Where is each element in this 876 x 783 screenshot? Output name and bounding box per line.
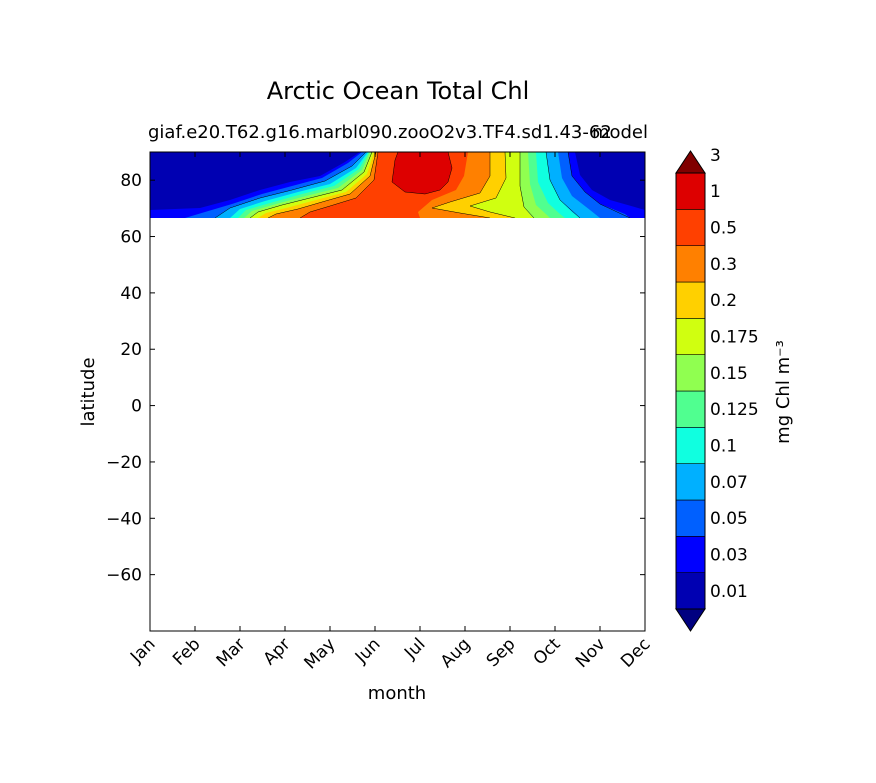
x-tick-label: Sep [483, 634, 520, 671]
colorbar-box [675, 536, 706, 573]
plot-background [150, 152, 645, 631]
chart-subtitle-right: model [592, 122, 648, 143]
y-tick-label: 60 [120, 228, 142, 248]
colorbar-tick-label: 0.01 [710, 582, 748, 602]
colorbar-tick-label: 0.05 [710, 509, 748, 529]
colorbar-box [675, 354, 706, 392]
x-axis-label: month [368, 683, 426, 704]
x-tick-label: May [301, 634, 340, 673]
colorbar-box [675, 318, 706, 355]
contour-field [150, 152, 645, 218]
y-tick-label: −40 [106, 509, 142, 529]
x-tick-label: Aug [437, 634, 475, 672]
colorbar-tick-label: 3 [710, 146, 721, 166]
x-tick-label: Feb [169, 634, 204, 669]
colorbar-box [675, 172, 706, 210]
y-tick-label: 0 [131, 397, 142, 417]
colorbar-box [675, 427, 706, 464]
contour-lines [214, 152, 631, 218]
y-axis: 80 60 40 20 0 −20 −40 −60 [106, 171, 645, 586]
colorbar-tick-label: 0.3 [710, 255, 737, 275]
colorbar-box [675, 390, 706, 428]
y-tick-label: 20 [120, 340, 142, 360]
x-tick-label: Apr [260, 634, 295, 669]
colorbar-extend-bottom [675, 608, 706, 632]
x-tick-label: Jun [351, 634, 385, 668]
x-tick-label: Dec [617, 634, 654, 671]
y-tick-label: −60 [106, 566, 142, 586]
colorbar-extend-top [675, 150, 706, 174]
colorbar-tick-label: 0.07 [710, 473, 748, 493]
plot-frame [149, 151, 646, 632]
colorbar-box [675, 245, 706, 283]
chart-title: Arctic Ocean Total Chl [267, 77, 530, 105]
colorbar-tick-label: 0.15 [710, 364, 748, 384]
plot-area [149, 151, 646, 632]
colorbar-label: mg Chl m⁻³ [773, 340, 794, 444]
colorbar-tick-label: 1 [710, 182, 721, 202]
colorbar-box [675, 572, 706, 610]
colorbar-tick-label: 0.1 [710, 437, 737, 457]
y-tick-label: 80 [120, 171, 142, 191]
colorbar-frame [675, 172, 706, 610]
y-tick-label: −20 [106, 453, 142, 473]
chart-subtitle-left: giaf.e20.T62.g16.marbl090.zooO2v3.TF4.sd… [148, 122, 612, 143]
y-axis-label: latitude [78, 357, 99, 426]
colorbar-box [675, 463, 706, 501]
colorbar-box [675, 281, 706, 319]
colorbar-box [675, 499, 706, 537]
x-tick-label: Oct [530, 634, 565, 669]
colorbar-tick-label: 0.175 [710, 328, 759, 348]
colorbar-tick-label: 0.2 [710, 291, 737, 311]
contour-band-3 [392, 152, 452, 194]
x-tick-label: Mar [213, 634, 250, 671]
colorbar-box [675, 209, 706, 246]
y-tick-label: 40 [120, 284, 142, 304]
colorbar-tick-label: 0.5 [710, 219, 737, 239]
colorbar-tick-label: 0.125 [710, 400, 759, 420]
colorbar: 0.01 0.03 0.05 0.07 0.1 0.125 0.15 0.175 0.2 0.3 0… [675, 146, 759, 632]
colorbar-tick-label: 0.03 [710, 546, 748, 566]
x-tick-label: Nov [572, 634, 610, 672]
x-tick-label: Jul [400, 634, 429, 663]
x-tick-label: Jan [126, 634, 159, 667]
